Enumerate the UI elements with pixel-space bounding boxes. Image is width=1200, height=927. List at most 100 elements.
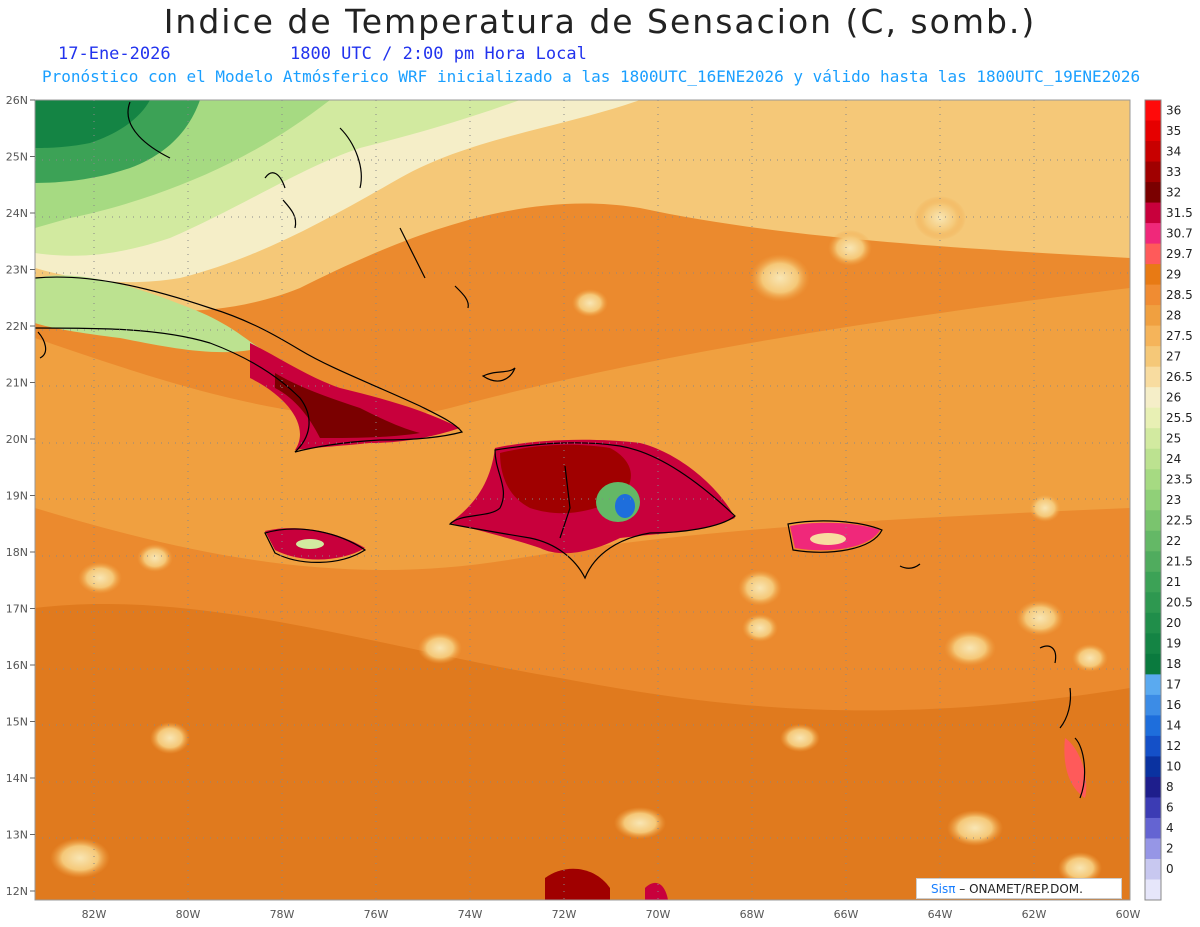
longitude-labels: 82W 80W 78W 76W 74W 72W 70W 68W 66W 64W 62W 60W — [82, 908, 1141, 921]
colorbar-swatch — [1145, 264, 1161, 286]
credit-text: – ONAMET/REP.DOM. — [959, 882, 1083, 896]
colorbar-label: 34 — [1166, 144, 1181, 158]
model-description: Pronóstico con el Modelo Atmósferico WRF… — [42, 67, 1141, 86]
colorbar-label: 20.5 — [1166, 596, 1193, 610]
colorbar-swatch — [1145, 571, 1161, 593]
colorbar-label: 31.5 — [1166, 206, 1193, 220]
credit-box: Sisπ – ONAMET/REP.DOM. — [916, 878, 1122, 899]
longitude-label: 60W — [1116, 908, 1141, 921]
longitude-label: 70W — [646, 908, 671, 921]
latitude-label: 12N — [6, 885, 28, 898]
colorbar-swatch — [1145, 633, 1161, 655]
colorbar-label: 21.5 — [1166, 555, 1193, 569]
colorbar-swatch — [1145, 653, 1161, 675]
colorbar-swatch — [1145, 694, 1161, 716]
colorbar-swatch — [1145, 838, 1161, 860]
latitude-labels: 26N 25N 24N 23N 22N 21N 20N 19N 18N 17N 16N 15N 14N 1… — [6, 94, 35, 898]
colorbar-label: 23.5 — [1166, 472, 1193, 486]
colorbar-swatch — [1145, 592, 1161, 614]
colorbar-swatch — [1145, 387, 1161, 409]
latitude-label: 14N — [6, 772, 28, 785]
colorbar-swatch — [1145, 100, 1161, 122]
latitude-label: 13N — [6, 829, 28, 842]
colorbar-swatch — [1145, 510, 1161, 532]
colorbar-label: 22.5 — [1166, 514, 1193, 528]
longitude-label: 66W — [834, 908, 859, 921]
colorbar-label: 16 — [1166, 698, 1181, 712]
longitude-label: 78W — [270, 908, 295, 921]
colorbar-swatch — [1145, 776, 1161, 798]
forecast-date: 17-Ene-2026 — [58, 44, 171, 64]
colorbar-label: 27.5 — [1166, 329, 1193, 343]
colorbar-legend: 363534333231.530.729.72928.52827.52726.5… — [1144, 99, 1193, 901]
colorbar-swatch — [1145, 305, 1161, 327]
colorbar-frame — [1144, 99, 1162, 901]
colorbar-label: 6 — [1166, 801, 1174, 815]
colorbar-swatch — [1145, 141, 1161, 163]
colorbar-label: 18 — [1166, 657, 1181, 671]
colorbar-label: 14 — [1166, 719, 1181, 733]
colorbar-label: 29.7 — [1166, 247, 1193, 261]
colorbar-swatch — [1145, 756, 1161, 778]
colorbar-swatch — [1145, 530, 1161, 552]
colorbar-label: 32 — [1166, 185, 1181, 199]
colorbar-swatch — [1145, 489, 1161, 511]
colorbar-label: 22 — [1166, 534, 1181, 548]
colorbar-label: 36 — [1166, 103, 1181, 117]
colorbar-swatch — [1145, 366, 1161, 388]
latitude-label: 16N — [6, 659, 28, 672]
longitude-label: 64W — [928, 908, 953, 921]
colorbar-label: 30.7 — [1166, 226, 1193, 240]
colorbar-swatch — [1145, 182, 1161, 204]
colorbar-swatch — [1145, 858, 1161, 880]
colorbar-swatch — [1145, 674, 1161, 696]
longitude-label: 82W — [82, 908, 107, 921]
colorbar-label: 8 — [1166, 780, 1174, 794]
colorbar-swatch — [1145, 612, 1161, 634]
longitude-label: 62W — [1022, 908, 1047, 921]
colorbar-label: 21 — [1166, 575, 1181, 589]
colorbar-label: 29 — [1166, 267, 1181, 281]
colorbar-swatch — [1145, 469, 1161, 491]
colorbar-label: 20 — [1166, 616, 1181, 630]
colorbar-label: 12 — [1166, 739, 1181, 753]
colorbar-swatch — [1145, 161, 1161, 183]
colorbar-label: 10 — [1166, 760, 1181, 774]
longitude-label: 80W — [176, 908, 201, 921]
sispi-logo: Sisπ — [931, 882, 956, 896]
colorbar-swatch — [1145, 284, 1161, 306]
colorbar-label: 0 — [1166, 862, 1174, 876]
colorbar-label: 17 — [1166, 678, 1181, 692]
colorbar-label: 23 — [1166, 493, 1181, 507]
colorbar-label: 26 — [1166, 390, 1181, 404]
colorbar-swatch — [1145, 202, 1161, 224]
colorbar-swatch — [1145, 223, 1161, 245]
colorbar-swatch — [1145, 428, 1161, 450]
chart-title: Indice de Temperatura de Sensacion (C, s… — [163, 2, 1037, 41]
colorbar-label: 25.5 — [1166, 411, 1193, 425]
colorbar-swatch — [1145, 407, 1161, 429]
longitude-label: 72W — [552, 908, 577, 921]
latitude-label: 22N — [6, 320, 28, 333]
latitude-label: 20N — [6, 433, 28, 446]
colorbar-swatch — [1145, 715, 1161, 737]
colorbar-label: 28.5 — [1166, 288, 1193, 302]
longitude-label: 74W — [458, 908, 483, 921]
colorbar-swatch — [1145, 325, 1161, 347]
colorbar-swatch — [1145, 817, 1161, 839]
latitude-label: 23N — [6, 264, 28, 277]
latitude-label: 17N — [6, 603, 28, 616]
colorbar-label: 33 — [1166, 165, 1181, 179]
longitude-label: 68W — [740, 908, 765, 921]
longitude-label: 76W — [364, 908, 389, 921]
colorbar-swatch — [1145, 551, 1161, 573]
colorbar-swatch — [1145, 243, 1161, 265]
latitude-label: 19N — [6, 490, 28, 503]
colorbar-swatch — [1145, 735, 1161, 757]
heat-index-map: 26N 25N 24N 23N 22N 21N 20N 19N 18N 17N 16N 15N 14N 1… — [6, 94, 1193, 921]
colorbar-label: 35 — [1166, 124, 1181, 138]
latitude-label: 21N — [6, 377, 28, 390]
forecast-time: 1800 UTC / 2:00 pm Hora Local — [290, 44, 587, 64]
colorbar-label: 24 — [1166, 452, 1181, 466]
latitude-label: 18N — [6, 546, 28, 559]
